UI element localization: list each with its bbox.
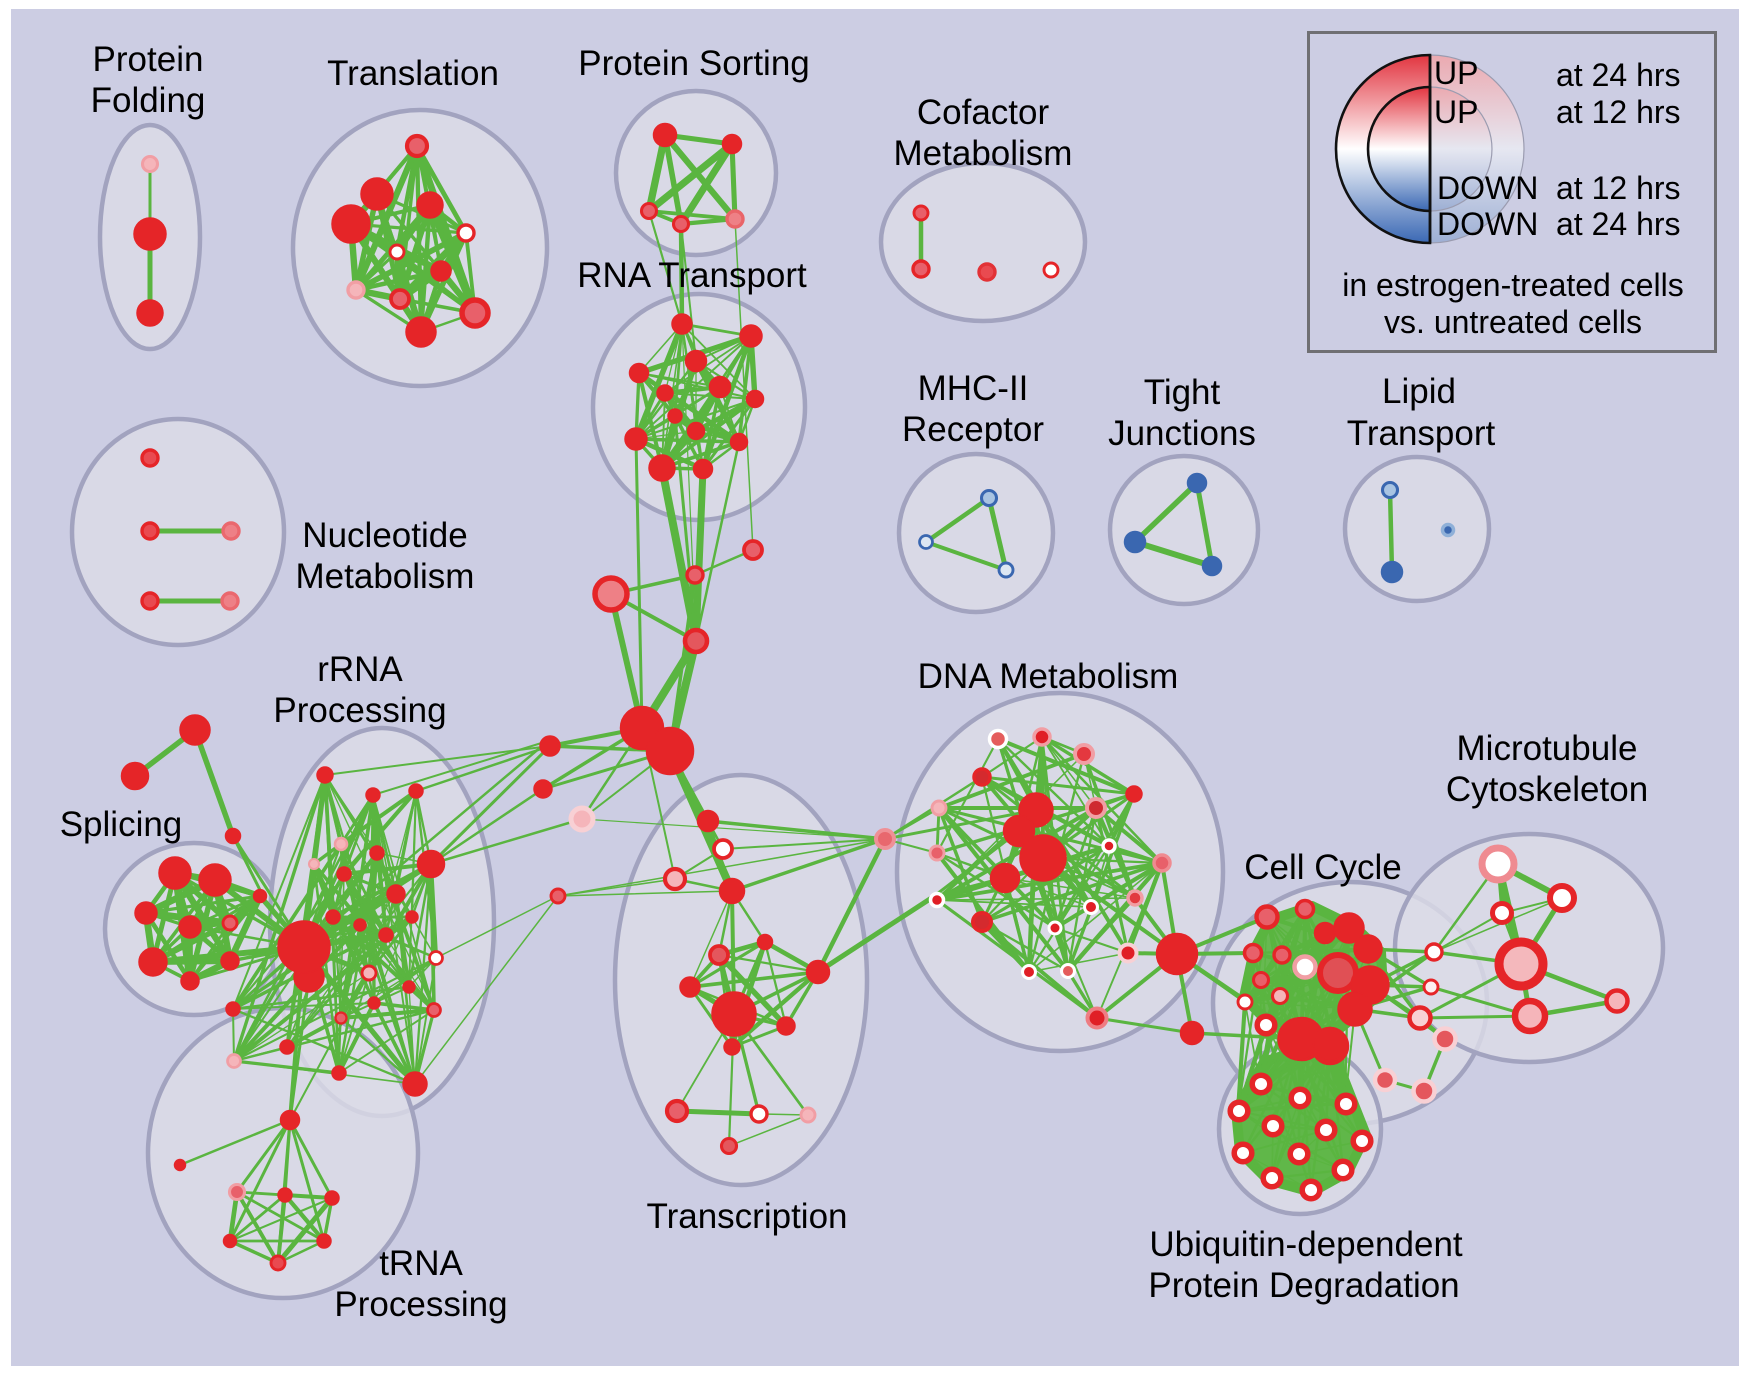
svg-text:Transport: Transport <box>1347 414 1496 453</box>
svg-text:Protein: Protein <box>93 40 204 79</box>
svg-text:vs. untreated cells: vs. untreated cells <box>1384 304 1642 340</box>
svg-text:Cytoskeleton: Cytoskeleton <box>1446 770 1648 809</box>
svg-text:at 24 hrs: at 24 hrs <box>1556 206 1681 242</box>
svg-text:Cell Cycle: Cell Cycle <box>1244 848 1402 887</box>
svg-text:in estrogen-treated cells: in estrogen-treated cells <box>1342 267 1684 303</box>
svg-text:DOWN: DOWN <box>1437 170 1538 206</box>
svg-text:DOWN: DOWN <box>1437 206 1538 242</box>
svg-text:Processing: Processing <box>273 691 446 730</box>
svg-text:Translation: Translation <box>327 54 499 93</box>
svg-text:Processing: Processing <box>334 1285 507 1324</box>
svg-text:Folding: Folding <box>91 81 206 120</box>
svg-text:UP: UP <box>1434 94 1478 130</box>
svg-text:Protein Degradation: Protein Degradation <box>1148 1266 1459 1305</box>
svg-text:Junctions: Junctions <box>1108 414 1256 453</box>
svg-text:Nucleotide: Nucleotide <box>302 516 467 555</box>
svg-text:RNA Transport: RNA Transport <box>577 256 807 295</box>
svg-text:Splicing: Splicing <box>60 805 183 844</box>
svg-text:Microtubule: Microtubule <box>1457 729 1638 768</box>
svg-text:UP: UP <box>1434 55 1478 91</box>
svg-text:Cofactor: Cofactor <box>917 93 1050 132</box>
svg-text:tRNA: tRNA <box>379 1244 463 1283</box>
svg-text:Ubiquitin-dependent: Ubiquitin-dependent <box>1149 1225 1463 1264</box>
svg-text:Receptor: Receptor <box>902 410 1044 449</box>
svg-text:Protein Sorting: Protein Sorting <box>578 44 810 83</box>
svg-text:MHC-II: MHC-II <box>918 369 1029 408</box>
svg-text:at 24 hrs: at 24 hrs <box>1556 57 1681 93</box>
svg-text:Metabolism: Metabolism <box>894 134 1073 173</box>
svg-text:at 12 hrs: at 12 hrs <box>1556 94 1681 130</box>
svg-text:Metabolism: Metabolism <box>296 557 475 596</box>
svg-text:rRNA: rRNA <box>317 650 403 689</box>
svg-text:Tight: Tight <box>1144 373 1221 412</box>
svg-text:at 12 hrs: at 12 hrs <box>1556 170 1681 206</box>
svg-text:DNA Metabolism: DNA Metabolism <box>918 657 1179 696</box>
svg-text:Lipid: Lipid <box>1382 372 1456 411</box>
svg-text:Transcription: Transcription <box>647 1197 848 1236</box>
